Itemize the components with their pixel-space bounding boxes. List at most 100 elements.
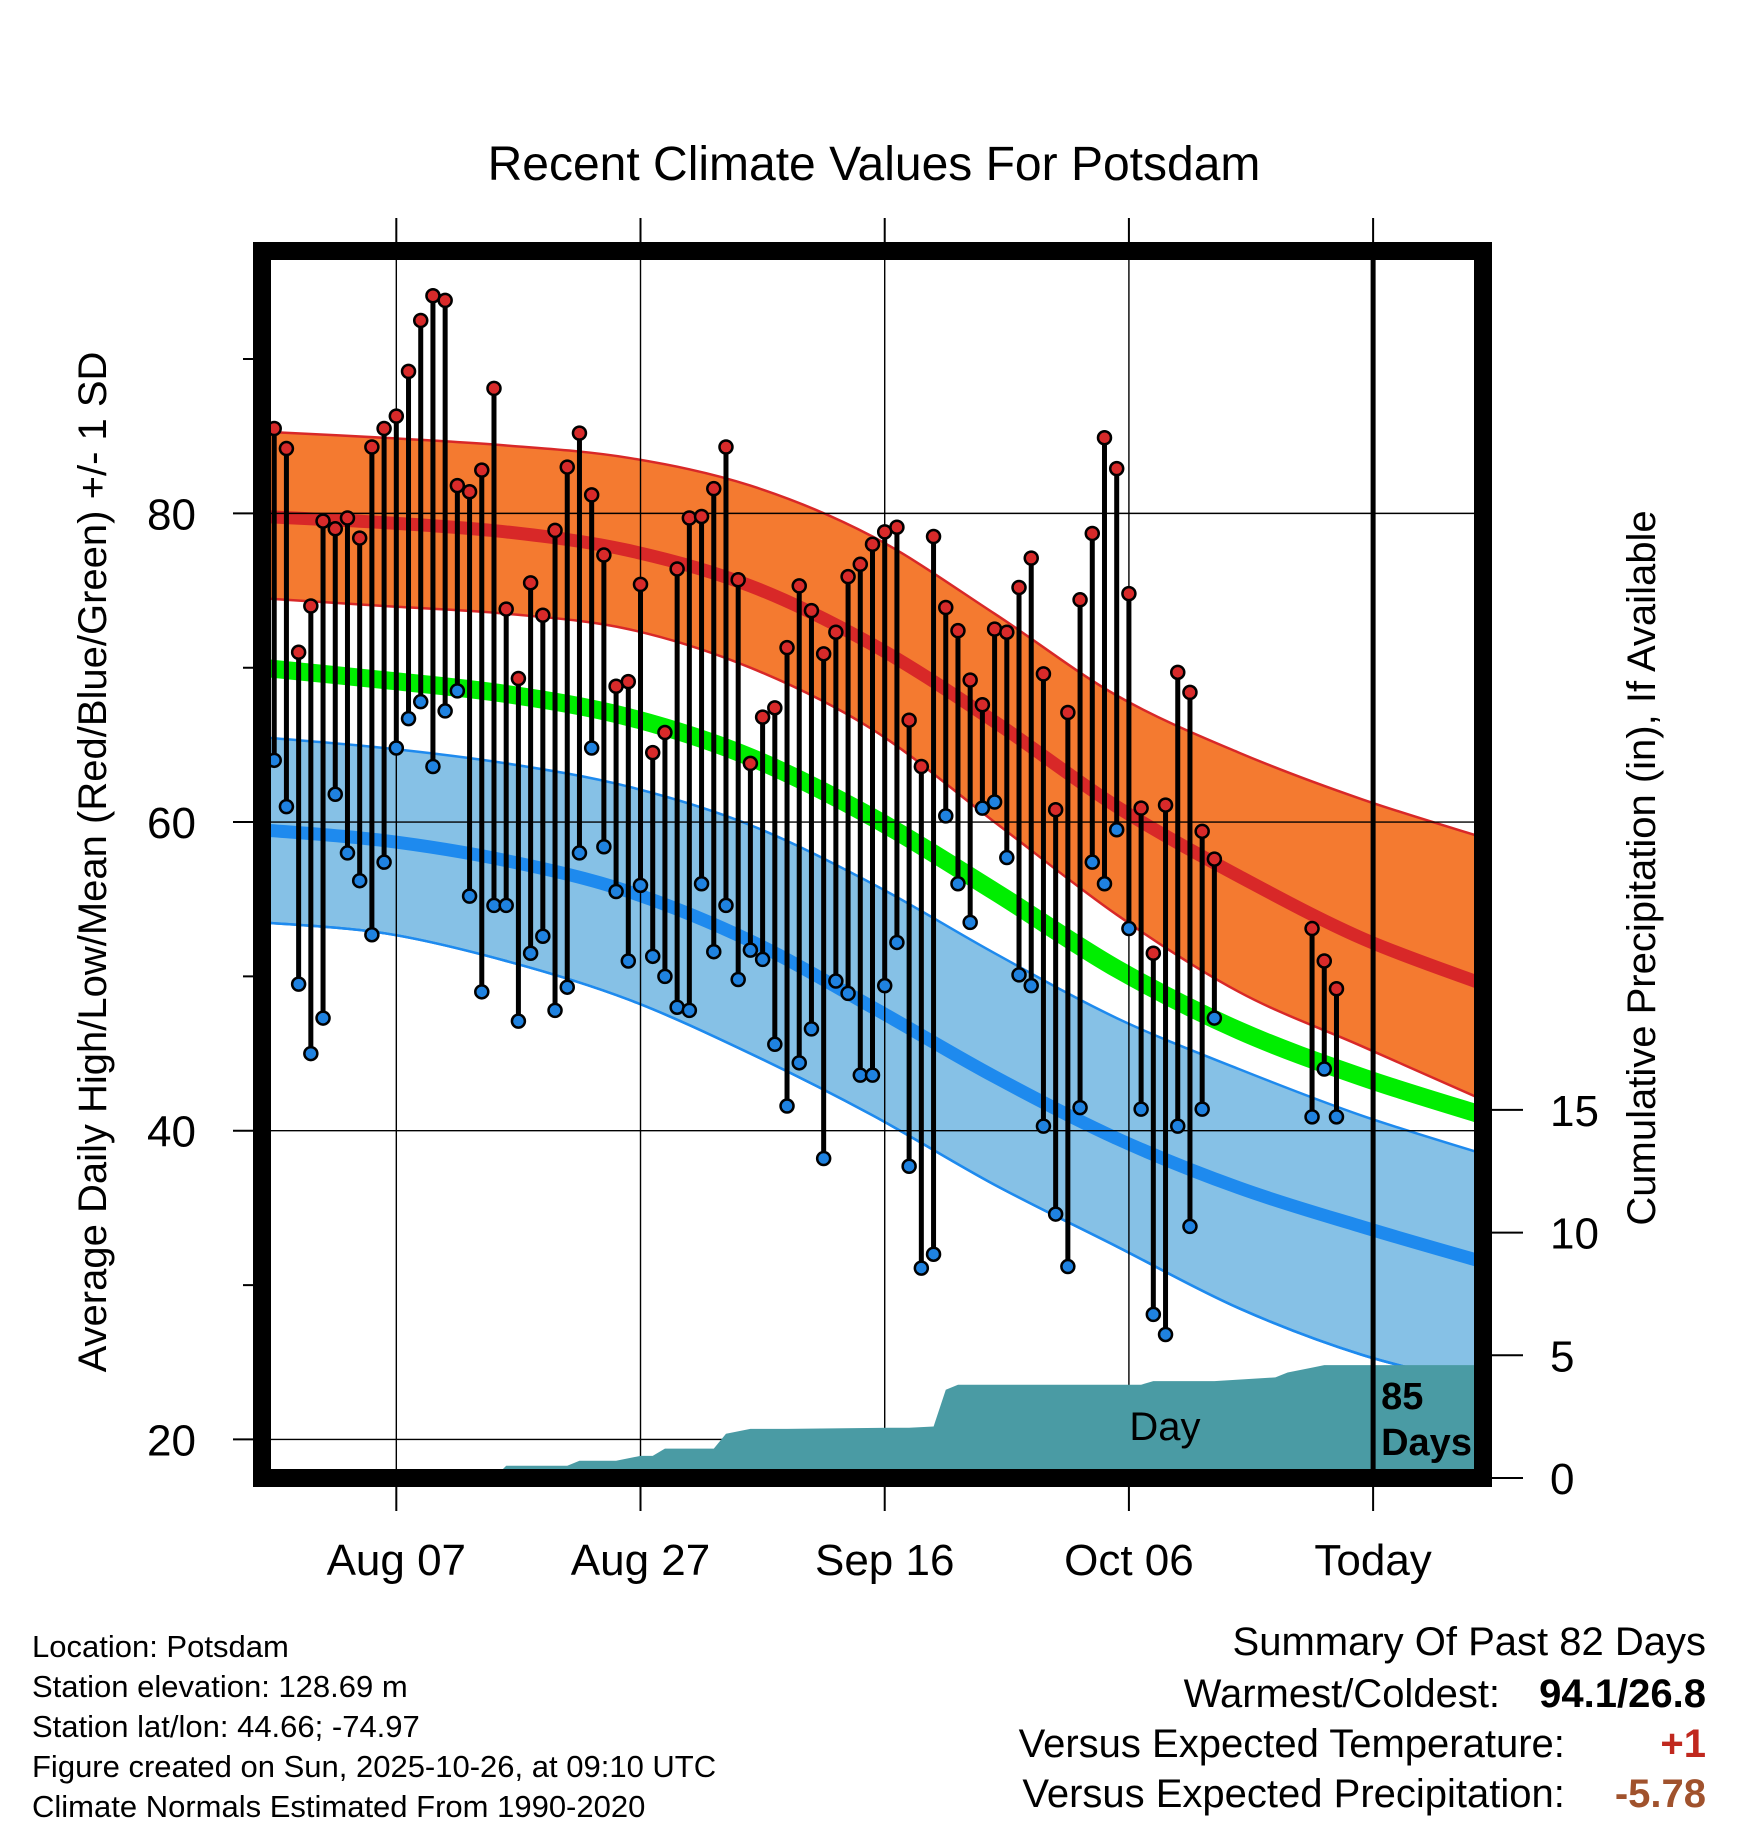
- high-dot: [559, 459, 575, 475]
- low-dot: [706, 943, 722, 960]
- footer-location: Location: Potsdam: [32, 1629, 289, 1664]
- low-dot: [303, 1045, 319, 1062]
- low-dot: [1206, 1010, 1223, 1026]
- y-axis-left-label: Average Daily High/Low/Mean (Red/Blue/Gr…: [71, 352, 115, 1373]
- low-dot: [1316, 1061, 1333, 1077]
- high-dot: [962, 672, 978, 688]
- high-dot: [449, 477, 466, 494]
- low-dot: [547, 1002, 563, 1019]
- x-tick-labels: Aug 07 Aug 27 Sep 16 Oct 06 Today: [327, 1536, 1432, 1585]
- low-dot: [840, 985, 856, 1002]
- high-dot: [1304, 920, 1320, 937]
- low-dot: [1121, 920, 1137, 937]
- low-dot: [535, 928, 551, 945]
- high-dot: [351, 530, 368, 546]
- low-dot: [1108, 822, 1125, 838]
- high-dot: [999, 624, 1015, 640]
- high-dot: [693, 508, 710, 525]
- summary-temp: Versus Expected Temperature: +1: [1019, 1722, 1706, 1767]
- low-dot: [803, 1021, 820, 1037]
- x-axis-label: Day: [1129, 1405, 1200, 1449]
- low-dot: [351, 872, 368, 889]
- low-dot: [522, 945, 539, 961]
- low-dot: [437, 703, 453, 719]
- high-dot: [571, 425, 588, 441]
- low-dot: [290, 976, 307, 992]
- high-dot: [596, 547, 612, 563]
- high-dot: [1084, 525, 1101, 542]
- high-dot: [1206, 851, 1223, 867]
- low-dot: [974, 800, 991, 816]
- low-dot: [449, 683, 466, 699]
- high-dot: [290, 644, 307, 661]
- low-dot: [950, 876, 966, 892]
- low-dot: [779, 1098, 795, 1114]
- summary-temp-value: +1: [1660, 1722, 1706, 1766]
- low-dot: [1170, 1118, 1186, 1134]
- y-left-tick-label: 80: [147, 490, 196, 539]
- high-dot: [925, 528, 942, 545]
- x-tick-label: Oct 06: [1064, 1536, 1194, 1585]
- high-dot: [706, 480, 722, 497]
- low-dot: [327, 786, 344, 803]
- high-dot: [376, 420, 392, 437]
- low-dot: [1328, 1109, 1345, 1125]
- precip-area: [262, 1365, 1479, 1478]
- high-dot: [583, 487, 600, 503]
- high-dot: [1157, 797, 1174, 813]
- low-dot: [583, 740, 600, 756]
- high-dot: [1194, 823, 1210, 840]
- low-dot: [913, 1260, 930, 1276]
- summary-warm-cold: Warmest/Coldest: 94.1/26.8: [1184, 1672, 1706, 1717]
- high-dot: [1035, 666, 1052, 682]
- observation-dots: [262, 288, 1345, 1343]
- high-dot: [1121, 585, 1137, 602]
- high-dot: [315, 513, 331, 529]
- high-dot: [950, 622, 966, 639]
- low-dot: [901, 1158, 917, 1174]
- low-dot: [742, 942, 759, 958]
- low-dot: [925, 1246, 942, 1262]
- high-dot: [986, 621, 1003, 637]
- high-dot: [1011, 579, 1027, 596]
- high-dot: [632, 576, 649, 593]
- low-dot: [1084, 854, 1101, 870]
- low-dot: [559, 979, 575, 995]
- high-dot: [1182, 684, 1198, 701]
- high-dot: [510, 670, 527, 687]
- footer-normals: Climate Normals Estimated From 1990-2020: [32, 1789, 646, 1824]
- high-dot: [1328, 980, 1345, 997]
- high-dot: [522, 575, 539, 591]
- high-dot: [889, 519, 905, 536]
- x-tick-label: Aug 27: [571, 1536, 710, 1585]
- low-dot: [339, 845, 356, 861]
- low-dot: [1182, 1218, 1198, 1235]
- high-dot: [278, 440, 295, 457]
- precipitation-series: [262, 1365, 1479, 1478]
- high-dot: [1072, 592, 1088, 608]
- high-dot: [815, 646, 832, 662]
- low-dot: [938, 808, 954, 824]
- high-dot: [1060, 704, 1076, 721]
- footer-latlon: Station lat/lon: 44.66; -74.97: [32, 1709, 420, 1744]
- high-dot: [498, 601, 514, 617]
- low-dot: [1157, 1326, 1174, 1343]
- low-dot: [767, 1036, 783, 1053]
- high-dot: [1096, 430, 1113, 446]
- low-dot: [669, 999, 685, 1016]
- low-dot: [364, 926, 380, 943]
- high-dot: [974, 697, 991, 713]
- low-dot: [1145, 1306, 1162, 1323]
- low-dot: [315, 1010, 331, 1026]
- high-dot: [303, 598, 319, 614]
- days-word-label: Days: [1381, 1422, 1472, 1464]
- high-dot: [644, 744, 661, 761]
- low-dot: [1035, 1118, 1052, 1134]
- low-dot: [1060, 1258, 1076, 1275]
- low-dot: [425, 758, 441, 775]
- high-dot: [938, 599, 954, 616]
- low-dot: [791, 1055, 807, 1071]
- summary-warm-cold-label: Warmest/Coldest:: [1183, 1672, 1501, 1716]
- footer-created: Figure created on Sun, 2025-10-26, at 09…: [32, 1749, 717, 1784]
